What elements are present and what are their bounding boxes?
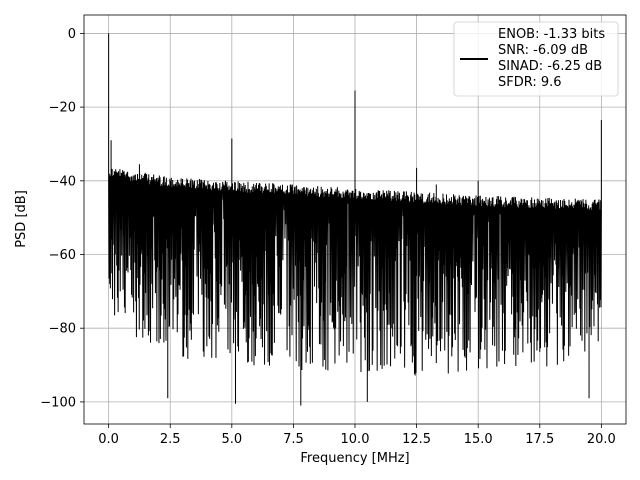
x-tick-label: 5.0 <box>221 432 242 447</box>
x-tick-label: 2.5 <box>160 432 181 447</box>
x-tick-label: 0.0 <box>98 432 119 447</box>
y-tick-label: −20 <box>49 101 76 116</box>
psd-trace-line <box>108 33 602 406</box>
plot-area <box>108 33 602 406</box>
y-tick-label: 0 <box>68 27 76 42</box>
x-tick-label: 10.0 <box>341 432 370 447</box>
legend: ENOB: -1.33 bits SNR: -6.09 dB SINAD: -6.2… <box>453 21 619 97</box>
y-tick-label: −40 <box>49 174 76 189</box>
x-tick-label: 20.0 <box>587 432 616 447</box>
x-tick-label: 17.5 <box>525 432 554 447</box>
y-axis-ticks: 0 −20 −40 −60 −80 −100 <box>40 27 84 410</box>
y-tick-label: −100 <box>40 395 76 410</box>
y-tick-label: −60 <box>49 248 76 263</box>
legend-box <box>453 21 619 97</box>
y-axis-label: PSD [dB] <box>14 190 29 248</box>
x-axis-ticks: 0.0 2.5 5.0 7.5 10.0 12.5 15.0 17.5 20.0 <box>98 424 616 447</box>
x-axis-label: Frequency [MHz] <box>300 451 409 466</box>
x-tick-label: 12.5 <box>402 432 431 447</box>
legend-label: ENOB: -1.33 bits SNR: -6.09 dB SINAD: -6.2… <box>498 27 605 90</box>
x-tick-label: 7.5 <box>283 432 304 447</box>
x-tick-label: 15.0 <box>464 432 493 447</box>
y-tick-label: −80 <box>49 322 76 337</box>
